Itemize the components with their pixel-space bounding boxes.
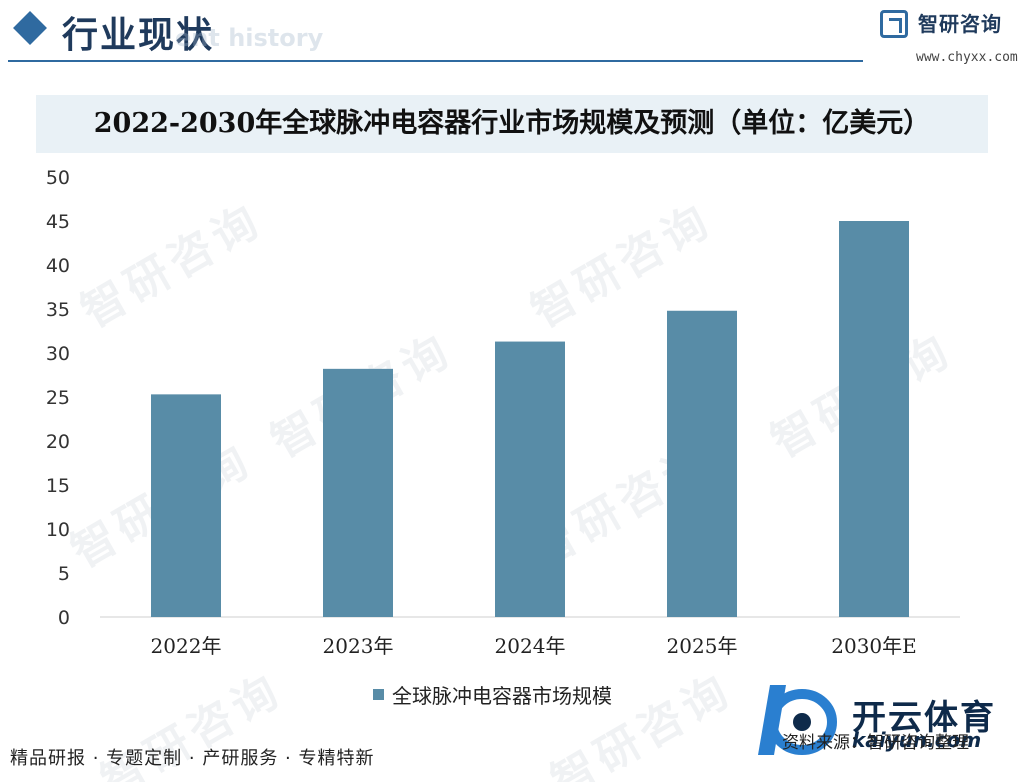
- header-ghost-text: ent history: [175, 24, 324, 52]
- bar: [495, 341, 565, 617]
- bar: [667, 310, 737, 617]
- legend-swatch: [373, 689, 384, 700]
- brand-name: 开云体育: [852, 698, 996, 738]
- y-tick-label: 30: [46, 343, 70, 365]
- y-tick-label: 40: [46, 255, 70, 277]
- x-tick-label: 2025年: [667, 634, 738, 658]
- source-note: 资料来源：智研咨询整理: [782, 733, 969, 753]
- bar: [151, 394, 221, 617]
- y-tick-label: 20: [46, 431, 70, 453]
- header: 行业现状 ent history 智研咨询 www.chyxx.com: [0, 0, 1024, 66]
- logo-name: 智研咨询: [918, 12, 1002, 36]
- x-tick-label: 2022年: [151, 634, 222, 658]
- y-tick-label: 25: [46, 387, 70, 409]
- diamond-icon: [13, 11, 47, 45]
- page-title: 行业现状: [62, 15, 215, 56]
- chart-title: 2022-2030年全球脉冲电容器行业市场规模及预测（单位：亿美元）: [93, 108, 931, 139]
- bar-chart: 0 5 10 15 20 25 30 35 40 45 50 2022年 2023年 2024年 2025年…: [46, 167, 960, 708]
- header-divider: [8, 60, 863, 62]
- y-tick-label: 0: [58, 607, 70, 629]
- logo-url: www.chyxx.com: [916, 50, 1018, 65]
- logo-icon: [880, 10, 908, 38]
- y-tick-label: 15: [46, 475, 70, 497]
- y-tick-label: 35: [46, 299, 70, 321]
- legend-label: 全球脉冲电容器市场规模: [392, 684, 612, 708]
- bar: [323, 368, 393, 617]
- y-tick-label: 10: [46, 519, 70, 541]
- kaiyun-logo-icon: [758, 685, 837, 755]
- y-tick-label: 50: [46, 167, 70, 189]
- y-tick-label: 5: [58, 563, 70, 585]
- y-tick-label: 45: [46, 211, 70, 233]
- bar: [839, 221, 909, 617]
- brand-url: kaiyun.com: [852, 728, 982, 752]
- x-tick-label: 2023年: [323, 634, 394, 658]
- chart-title-band: 2022-2030年全球脉冲电容器行业市场规模及预测（单位：亿美元）: [36, 95, 988, 153]
- x-tick-label: 2030年E: [831, 634, 917, 658]
- x-tick-label: 2024年: [495, 634, 566, 658]
- footer-tagline: 精品研报 · 专题定制 · 产研服务 · 专精特新: [10, 748, 375, 769]
